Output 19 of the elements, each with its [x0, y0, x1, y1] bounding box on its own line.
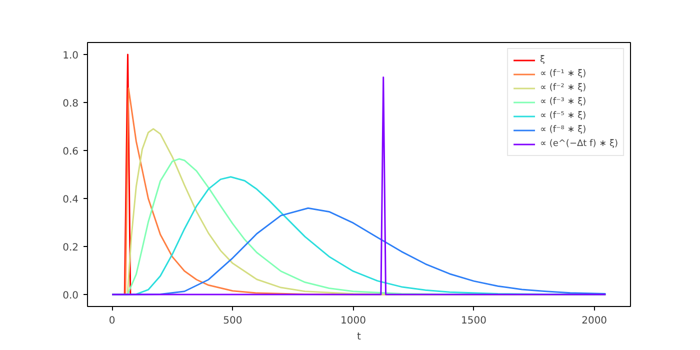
legend-label: ∝ (f⁻⁸ ∗ ξ) [540, 124, 586, 136]
legend-label: ∝ (f⁻³ ∗ ξ) [540, 96, 586, 108]
x-tick-label: 0 [108, 316, 116, 326]
x-tick-label: 1000 [340, 316, 366, 326]
x-tick-label: 500 [223, 316, 242, 326]
y-tick-label: 1.0 [62, 50, 79, 62]
legend-label: ∝ (e^(−Δt f) ∗ ξ) [540, 138, 618, 150]
legend-label: ξ [540, 54, 546, 66]
legend-label: ∝ (f⁻¹ ∗ ξ) [540, 68, 586, 80]
y-tick-label: 0.2 [62, 242, 79, 254]
y-tick-label: 0.8 [62, 98, 79, 110]
x-axis-title: t [357, 332, 362, 342]
x-tick-label: 1500 [461, 316, 486, 326]
y-tick-label: 0.4 [62, 194, 79, 206]
y-tick-label: 0.6 [62, 146, 79, 158]
legend-label: ∝ (f⁻² ∗ ξ) [540, 82, 586, 94]
y-tick-label: 0.0 [62, 290, 79, 302]
x-tick-label: 2000 [582, 316, 608, 326]
legend-label: ∝ (f⁻⁵ ∗ ξ) [540, 110, 586, 122]
